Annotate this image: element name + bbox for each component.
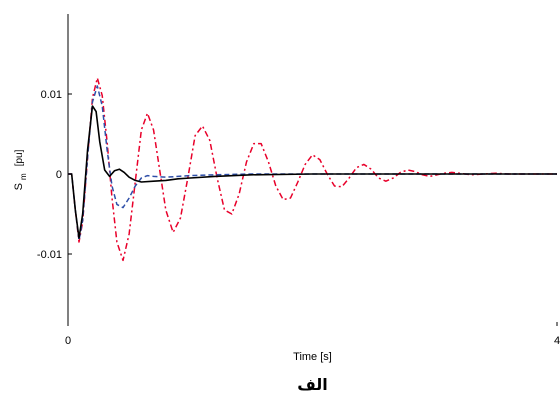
y-axis-ticks: 0.01 0 -0.01 <box>37 89 72 261</box>
y-axis-label-unit: [pu] <box>14 149 25 166</box>
y-tick-label: -0.01 <box>37 249 62 261</box>
figure-caption: الف <box>297 375 328 394</box>
series-line <box>68 105 557 239</box>
x-tick-label: 0 <box>65 335 71 347</box>
x-tick-label: 4 <box>554 335 560 347</box>
x-axis-label: Time [s] <box>293 351 332 363</box>
y-axis-label-sub: m <box>19 173 28 180</box>
y-tick-label: 0.01 <box>41 89 62 101</box>
y-tick-label: 0 <box>56 169 62 181</box>
series-line <box>68 77 557 262</box>
svg-text:S m [pu]: S m [pu] <box>13 149 29 190</box>
y-axis-label-main: S <box>13 183 25 190</box>
plot-lines <box>68 77 557 262</box>
series-line <box>68 85 557 242</box>
y-axis-label: S m [pu] <box>13 149 29 190</box>
